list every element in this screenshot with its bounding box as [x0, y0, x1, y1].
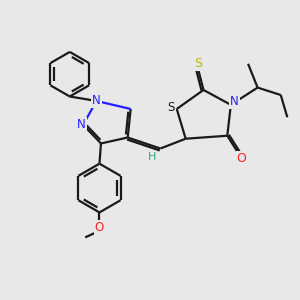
- Text: O: O: [237, 152, 247, 164]
- Text: O: O: [95, 221, 104, 234]
- Text: N: N: [92, 94, 101, 107]
- Text: H: H: [148, 152, 156, 162]
- Text: S: S: [168, 101, 175, 114]
- Text: S: S: [194, 57, 202, 70]
- Text: N: N: [230, 95, 239, 108]
- Text: N: N: [77, 118, 86, 131]
